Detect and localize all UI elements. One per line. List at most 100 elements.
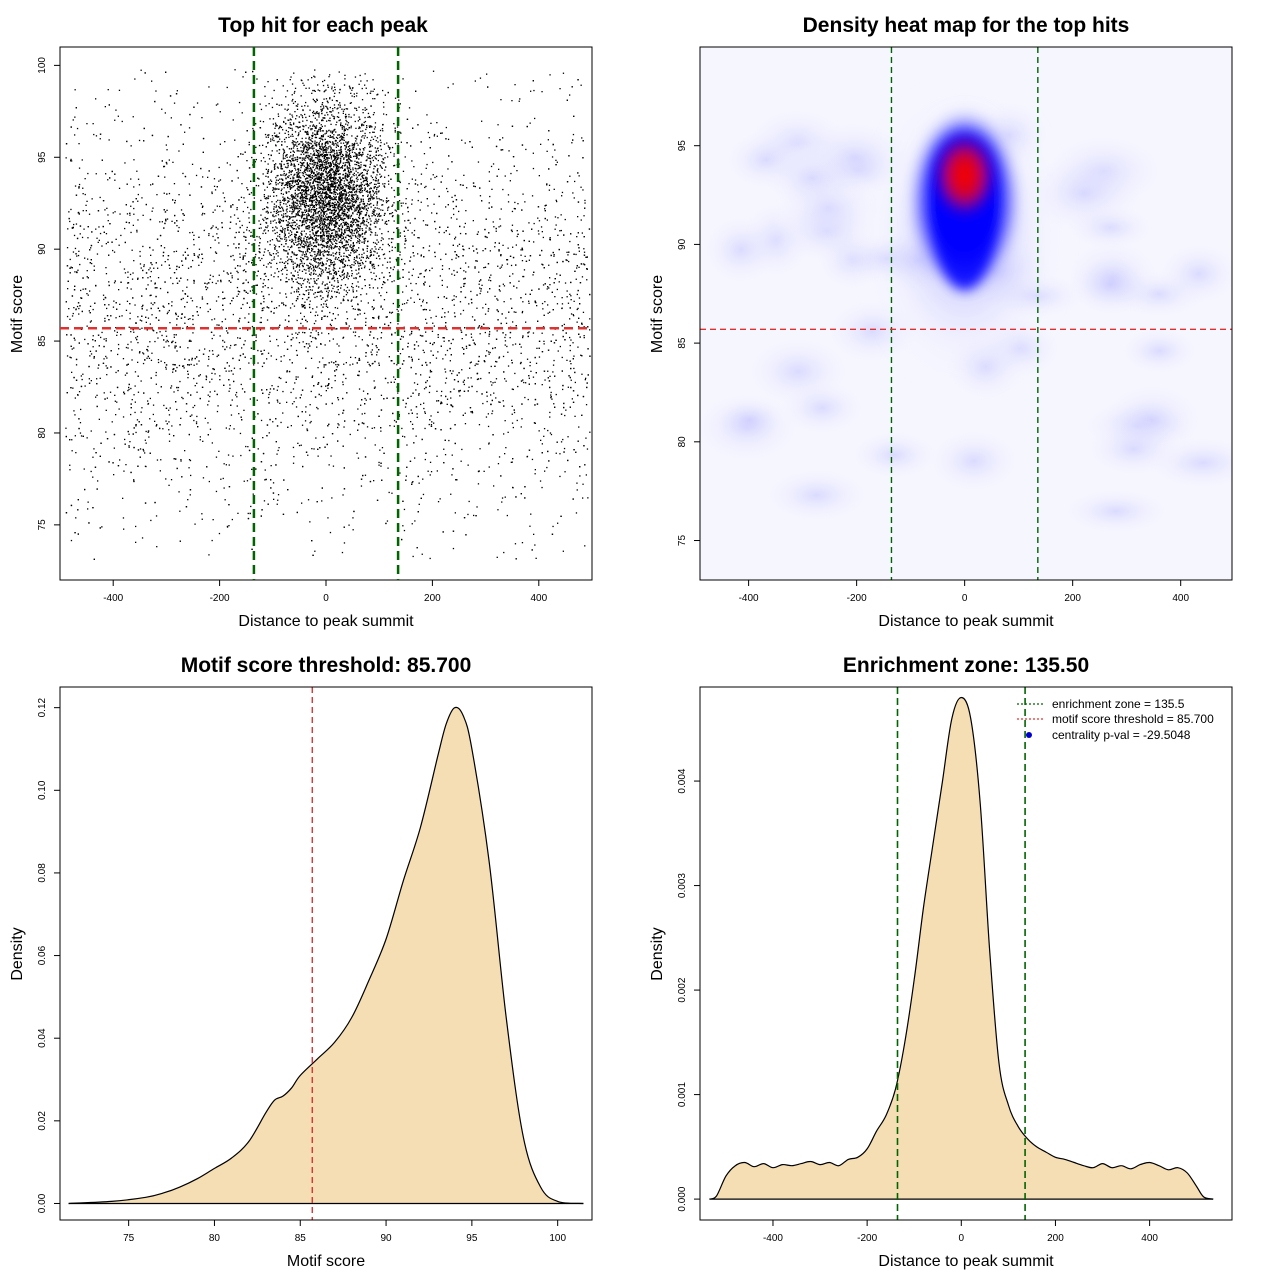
- scatter-point: [329, 141, 332, 143]
- scatter-point: [267, 169, 270, 171]
- scatter-point: [265, 222, 268, 224]
- scatter-point: [387, 230, 389, 233]
- scatter-point: [375, 158, 377, 160]
- scatter-point: [347, 241, 349, 243]
- scatter-point: [313, 235, 315, 237]
- scatter-point: [334, 223, 337, 225]
- scatter-point: [303, 219, 305, 221]
- scatter-point: [311, 121, 313, 123]
- scatter-point: [300, 205, 302, 207]
- scatter-point: [311, 156, 313, 158]
- scatter-point: [318, 172, 320, 174]
- scatter-point: [309, 184, 311, 186]
- scatter-point: [292, 98, 294, 101]
- scatter-point: [329, 259, 331, 261]
- scatter-point: [378, 208, 380, 210]
- scatter-point: [323, 245, 325, 247]
- scatter-point: [304, 206, 307, 209]
- scatter-point: [326, 251, 328, 253]
- scatter-point: [365, 260, 367, 263]
- scatter-point: [302, 181, 304, 183]
- scatter-point: [319, 137, 322, 139]
- scatter-point: [339, 104, 341, 106]
- scatter-point: [317, 154, 320, 156]
- scatter-point: [413, 166, 415, 168]
- scatter-point: [300, 95, 302, 97]
- scatter-point: [267, 279, 270, 281]
- scatter-point: [349, 173, 351, 175]
- scatter-point: [364, 188, 366, 190]
- scatter-point: [304, 144, 306, 146]
- scatter-point: [377, 150, 379, 152]
- scatter-point: [328, 188, 330, 191]
- scatter-point: [380, 295, 382, 297]
- scatter-point: [293, 72, 295, 74]
- scatter-point: [344, 196, 346, 199]
- scatter-point: [318, 116, 320, 118]
- scatter-point: [340, 302, 342, 304]
- scatter-point: [309, 234, 311, 236]
- scatter-point: [231, 277, 233, 279]
- scatter-point: [351, 229, 353, 231]
- scatter-point: [299, 186, 301, 188]
- scatter-point: [372, 79, 374, 81]
- scatter-point: [295, 202, 297, 204]
- scatter-point: [283, 203, 285, 205]
- scatter-point: [310, 237, 312, 239]
- scatter-point: [345, 128, 347, 130]
- scatter-point: [361, 241, 363, 243]
- scatter-point: [321, 172, 323, 174]
- scatter-point: [334, 232, 337, 234]
- scatter-point: [340, 236, 342, 239]
- scatter-point: [334, 181, 336, 183]
- scatter-point: [309, 169, 311, 172]
- scatter-point: [330, 164, 332, 166]
- scatter-point: [357, 198, 359, 201]
- scatter-point: [338, 116, 340, 118]
- scatter-point: [372, 189, 374, 192]
- scatter-point: [226, 272, 228, 274]
- scatter-point: [272, 215, 274, 217]
- scatter-point: [343, 277, 345, 279]
- scatter-point: [359, 148, 361, 150]
- scatter-point: [276, 175, 278, 177]
- scatter-point: [340, 194, 342, 196]
- scatter-point: [288, 159, 290, 162]
- scatter-point: [304, 191, 307, 193]
- scatter-point: [273, 203, 276, 205]
- scatter-point: [297, 168, 300, 170]
- scatter-point: [316, 291, 319, 293]
- scatter-point: [286, 227, 289, 229]
- scatter-point: [383, 214, 385, 216]
- scatter-point: [357, 262, 359, 265]
- scatter-point: [316, 306, 318, 308]
- scatter-point: [377, 182, 379, 184]
- scatter-point: [275, 124, 277, 126]
- scatter-point: [311, 229, 314, 232]
- scatter-point: [342, 204, 344, 206]
- scatter-point: [283, 236, 286, 238]
- scatter-point: [288, 200, 290, 202]
- scatter-point: [335, 199, 338, 201]
- scatter-point: [343, 208, 345, 210]
- scatter-point: [317, 193, 319, 196]
- scatter-point: [358, 262, 361, 265]
- scatter-point: [350, 235, 352, 237]
- scatter-point: [273, 89, 275, 92]
- scatter-point: [370, 206, 372, 208]
- scatter-point: [338, 149, 340, 151]
- scatter-point: [290, 241, 293, 243]
- scatter-point: [298, 178, 300, 180]
- scatter-point: [307, 250, 309, 253]
- scatter-point: [274, 247, 276, 249]
- scatter-point: [289, 187, 291, 189]
- scatter-point: [317, 177, 319, 180]
- scatter-point: [405, 285, 407, 287]
- scatter-point: [312, 206, 314, 209]
- scatter-point: [360, 222, 363, 224]
- scatter-point: [355, 249, 357, 251]
- scatter-point: [328, 271, 330, 273]
- scatter-point: [371, 126, 373, 128]
- scatter-point: [317, 168, 319, 170]
- scatter-point: [301, 242, 303, 244]
